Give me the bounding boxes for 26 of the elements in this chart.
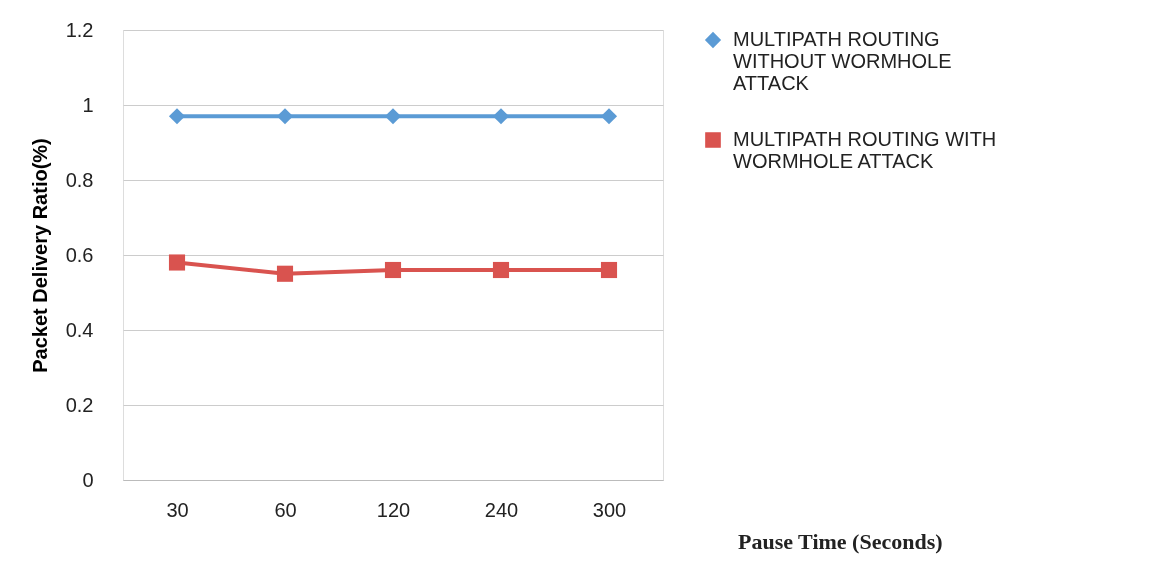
x-tick-label: 60 <box>274 498 297 521</box>
point <box>276 108 294 125</box>
y-tick-label: 0.4 <box>65 318 94 341</box>
point <box>168 108 186 125</box>
point <box>600 261 618 279</box>
legend-label: MULTIPATH ROUTING WITHOUT WORMHOLE ATTACK <box>733 28 952 94</box>
y-tick-label: 0.8 <box>65 168 94 191</box>
x-tick-label: 30 <box>166 498 189 521</box>
point <box>384 261 402 279</box>
point <box>492 261 510 279</box>
y-tick-label: 0.2 <box>65 393 94 416</box>
point <box>384 108 402 125</box>
x-tick-label: 300 <box>592 498 627 521</box>
y-tick-label: 1.2 <box>65 18 94 41</box>
y-tick-label: 1 <box>82 93 94 116</box>
x-tick-label: 240 <box>484 498 519 521</box>
point <box>492 108 510 125</box>
x-tick-label: 120 <box>376 498 411 521</box>
point <box>600 108 618 125</box>
x-axis-title: Pause Time (Seconds) <box>738 529 943 554</box>
y-tick-label: 0 <box>82 468 94 491</box>
y-tick-label: 0.6 <box>65 243 94 266</box>
point <box>276 265 294 282</box>
y-axis-title: Packet Delivery Ratio(%) <box>28 138 51 373</box>
point <box>168 254 186 271</box>
legend-label: MULTIPATH ROUTING WITH WORMHOLE ATTACK <box>733 128 997 172</box>
